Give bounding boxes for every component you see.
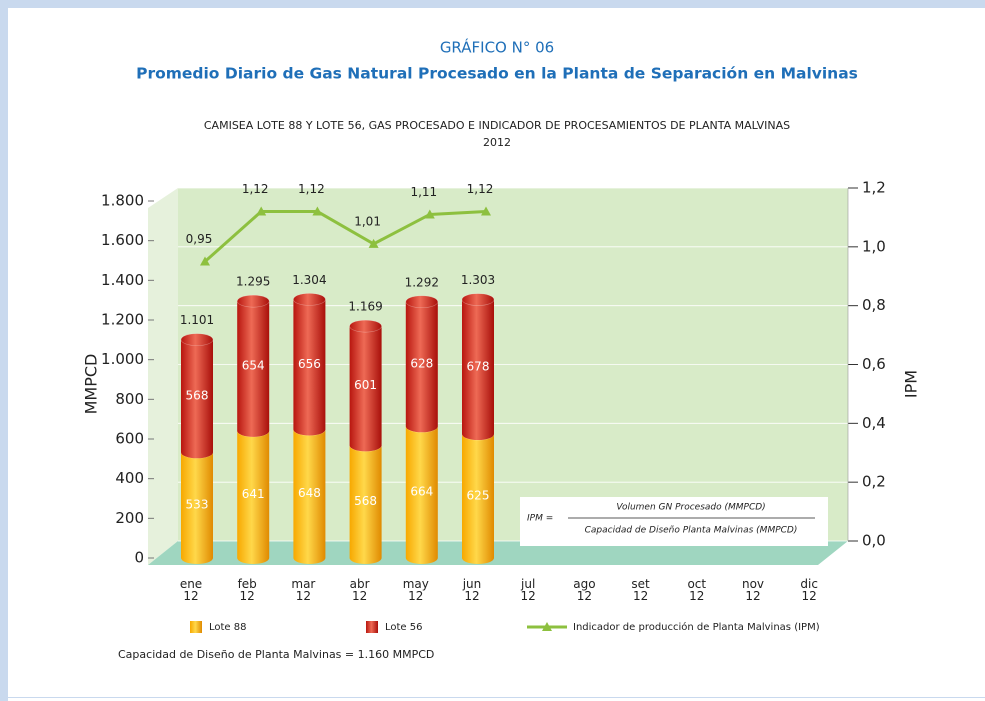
x-tick-label: may 12 bbox=[402, 577, 429, 603]
y2-tick-label: 0,8 bbox=[862, 296, 886, 314]
x-tick-label: jul 12 bbox=[520, 577, 536, 603]
bar bbox=[293, 293, 326, 436]
bar bbox=[236, 294, 270, 437]
total-label: 1.304 bbox=[292, 273, 326, 287]
total-label: 1.169 bbox=[348, 300, 382, 314]
x-tick-label: mar 12 bbox=[291, 577, 316, 603]
legend-label: Lote 88 bbox=[209, 622, 247, 633]
formula-denominator: Capacidad de Diseño Planta Malvinas (MMP… bbox=[585, 526, 798, 536]
y-tick-label: 400 bbox=[115, 469, 144, 487]
frame-top bbox=[0, 0, 985, 8]
y-tick-label: 1.600 bbox=[101, 231, 144, 249]
legend-swatch bbox=[366, 621, 378, 633]
y-tick-label: 800 bbox=[115, 390, 144, 408]
y-tick-label: 1.400 bbox=[101, 271, 144, 289]
y-tick-label: 1.800 bbox=[101, 192, 144, 210]
y-axis-label: MMPCD bbox=[82, 354, 101, 415]
bar-value-label: 628 bbox=[410, 357, 433, 371]
x-tick-label: oct 12 bbox=[687, 577, 707, 603]
y-tick-label: 200 bbox=[115, 509, 144, 527]
bar-value-label: 568 bbox=[186, 388, 209, 402]
y-tick-label: 0 bbox=[134, 549, 144, 567]
bar bbox=[349, 319, 382, 452]
footnote: Capacidad de Diseño de Planta Malvinas =… bbox=[118, 648, 434, 661]
x-tick-label: ene 12 bbox=[179, 577, 203, 603]
frame-bottom bbox=[8, 697, 985, 698]
x-tick-label: ago 12 bbox=[573, 577, 596, 603]
y2-tick-label: 1,0 bbox=[862, 237, 886, 255]
formula-box bbox=[520, 497, 828, 546]
caption: CAMISEA LOTE 88 Y LOTE 56, GAS PROCESADO… bbox=[204, 119, 790, 132]
line-marker bbox=[312, 206, 323, 216]
caption-year: 2012 bbox=[483, 136, 511, 149]
x-tick-label: nov 12 bbox=[741, 577, 765, 603]
bar-value-label: 664 bbox=[410, 485, 433, 499]
total-label: 1.101 bbox=[180, 313, 214, 327]
legend-label: Lote 56 bbox=[385, 622, 423, 633]
line-marker bbox=[424, 209, 435, 219]
line-value-label: 1,12 bbox=[242, 182, 269, 196]
bar-value-label: 568 bbox=[354, 494, 377, 508]
frame-left bbox=[0, 0, 8, 701]
y2-tick-label: 0,6 bbox=[862, 355, 886, 373]
bar-value-label: 656 bbox=[298, 357, 321, 371]
x-tick-label: set 12 bbox=[631, 577, 650, 603]
chart-title: GRÁFICO N° 06 bbox=[440, 38, 554, 57]
total-label: 1.303 bbox=[461, 273, 495, 287]
legend-swatch bbox=[190, 621, 202, 633]
formula-lhs: IPM = bbox=[527, 514, 553, 524]
total-label: 1.295 bbox=[236, 275, 270, 289]
line-marker bbox=[256, 206, 267, 216]
line-value-label: 1,01 bbox=[354, 214, 381, 228]
line-value-label: 0,95 bbox=[186, 232, 213, 246]
line-marker bbox=[368, 238, 379, 248]
line-value-label: 1,12 bbox=[298, 182, 325, 196]
total-label: 1.292 bbox=[405, 275, 439, 289]
legend-label: Indicador de producción de Planta Malvin… bbox=[573, 621, 820, 633]
y2-tick-label: 0,2 bbox=[862, 473, 886, 491]
bar-value-label: 533 bbox=[186, 498, 209, 512]
side-wall bbox=[148, 188, 178, 565]
bar-value-label: 641 bbox=[242, 487, 265, 501]
chart-subtitle: Promedio Diario de Gas Natural Procesado… bbox=[136, 65, 858, 83]
line-value-label: 1,11 bbox=[410, 185, 437, 199]
y2-tick-label: 1,2 bbox=[862, 179, 886, 197]
line-marker bbox=[481, 206, 491, 216]
bar bbox=[405, 295, 439, 433]
y-tick-label: 1.000 bbox=[101, 350, 144, 368]
x-tick-label: dic 12 bbox=[800, 577, 818, 603]
line bbox=[204, 210, 487, 263]
bar-value-label: 654 bbox=[242, 359, 265, 373]
x-tick-label: jun 12 bbox=[462, 577, 482, 603]
y2-axis-label: IPM bbox=[902, 370, 921, 398]
y2-tick-label: 0,4 bbox=[862, 414, 886, 432]
x-tick-label: feb 12 bbox=[237, 577, 257, 603]
y-tick-label: 600 bbox=[115, 430, 144, 448]
y2-tick-label: 0,0 bbox=[862, 532, 886, 550]
line-marker bbox=[200, 256, 210, 266]
bar bbox=[461, 293, 495, 441]
bar-value-label: 625 bbox=[467, 489, 490, 503]
bar-value-label: 678 bbox=[467, 359, 490, 373]
line-value-label: 1,12 bbox=[467, 182, 494, 196]
y-tick-label: 1.200 bbox=[101, 311, 144, 329]
bar-value-label: 601 bbox=[354, 378, 377, 392]
bar bbox=[180, 333, 214, 459]
x-tick-label: abr 12 bbox=[349, 577, 370, 603]
formula-numerator: Volumen GN Procesado (MMPCD) bbox=[616, 503, 765, 513]
bar-value-label: 648 bbox=[298, 486, 321, 500]
legend-marker bbox=[542, 622, 552, 631]
